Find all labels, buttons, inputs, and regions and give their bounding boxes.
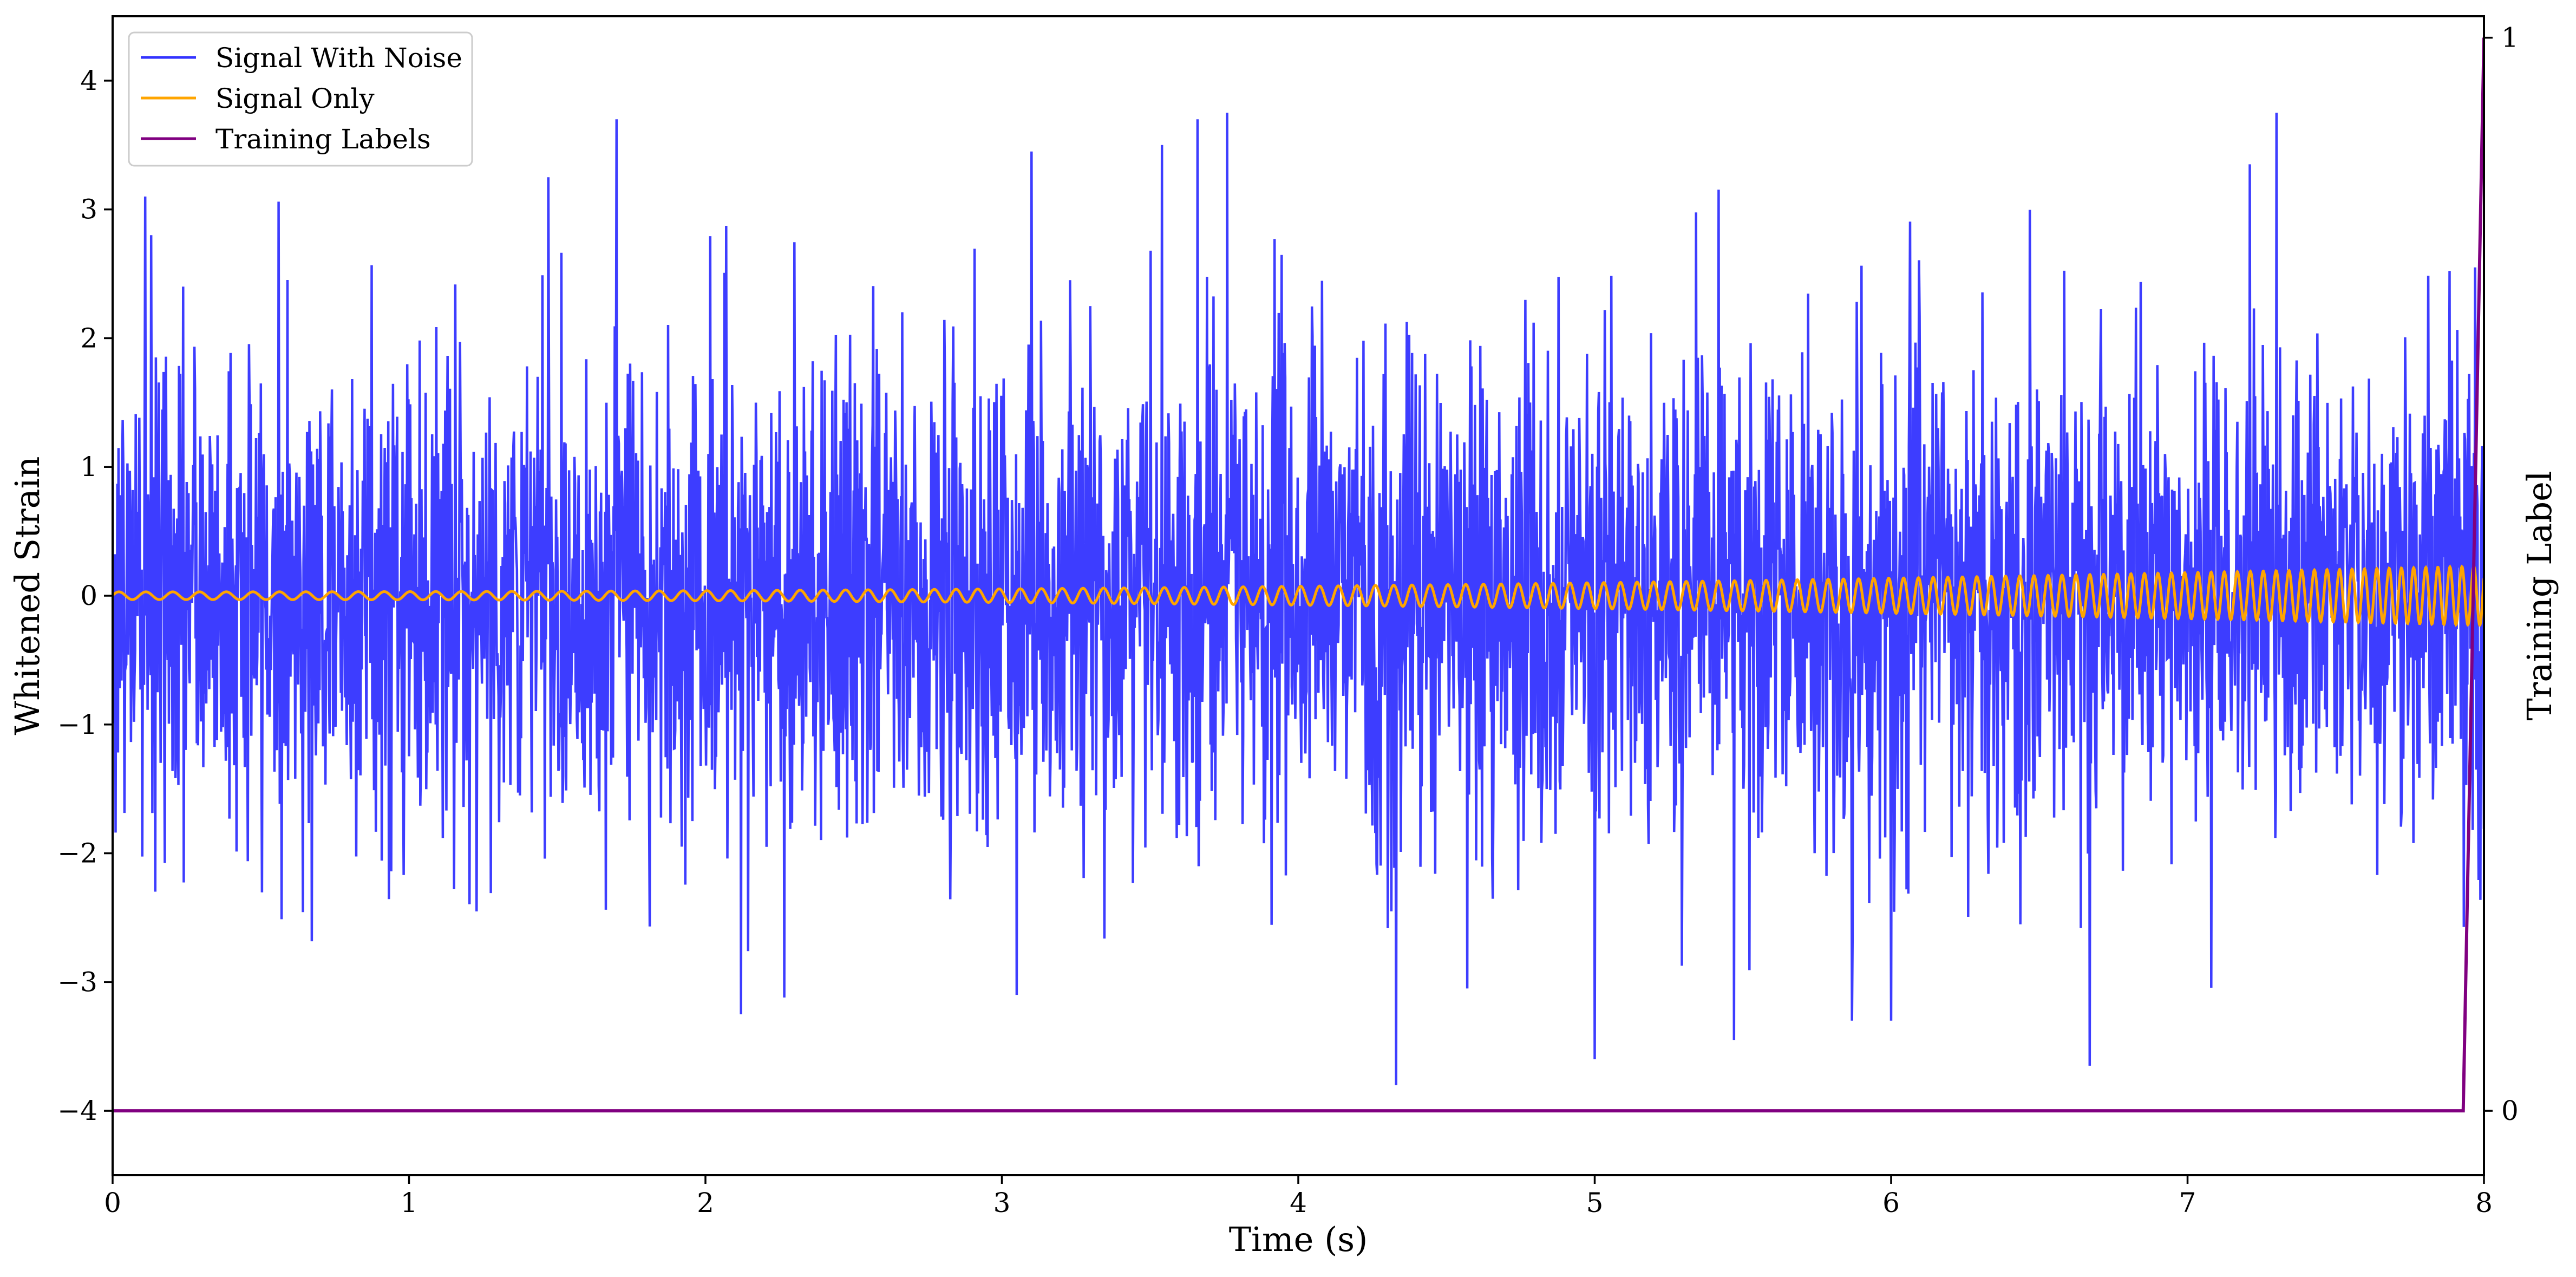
y-tick-label: −2 (57, 838, 97, 869)
y2-tick-label: 0 (2501, 1095, 2519, 1126)
legend-label-training-labels: Training Labels (215, 123, 431, 155)
x-tick-label: 0 (104, 1187, 121, 1219)
y-tick-label: 0 (80, 580, 97, 611)
y-tick-label: 4 (80, 65, 97, 96)
x-axis-label: Time (s) (1229, 1220, 1368, 1259)
axes-layer: 0 1 2 3 4 5 6 7 8 −4 −3 −2 −1 0 1 2 3 4 0 1 (57, 15, 2519, 1219)
x-tick-label: 8 (2475, 1187, 2493, 1219)
y-tick-label: 1 (80, 451, 97, 483)
series-training-labels (113, 37, 2484, 1113)
y-tick-label: −3 (57, 966, 97, 998)
legend-frame (128, 31, 473, 167)
y-tick-label: −1 (57, 709, 97, 740)
x-tick-label: 2 (697, 1187, 714, 1219)
x-tick-label: 1 (401, 1187, 418, 1219)
series-layer (113, 37, 2484, 1113)
y-tick-label: −4 (57, 1095, 97, 1126)
x-tick-label: 5 (1586, 1187, 1604, 1219)
y-axis-label: Whitened Strain (8, 457, 47, 735)
x-tick-label: 3 (993, 1187, 1011, 1219)
legend-label-signal-only: Signal Only (215, 83, 375, 114)
series-signal-only (113, 564, 2484, 627)
y2-tick-label: 1 (2501, 22, 2519, 54)
legend: Signal With Noise Signal Only Training L… (128, 31, 473, 167)
legend-label-signal-with-noise: Signal With Noise (215, 42, 462, 74)
y2-axis-label: Training Label (2520, 471, 2559, 720)
x-tick-label: 4 (1290, 1187, 1307, 1219)
x-tick-label: 6 (1882, 1187, 1900, 1219)
x-tick-label: 7 (2179, 1187, 2196, 1219)
y-tick-label: 2 (80, 322, 97, 354)
series-signal-with-noise (113, 113, 2484, 1085)
y-tick-label: 3 (80, 194, 97, 225)
